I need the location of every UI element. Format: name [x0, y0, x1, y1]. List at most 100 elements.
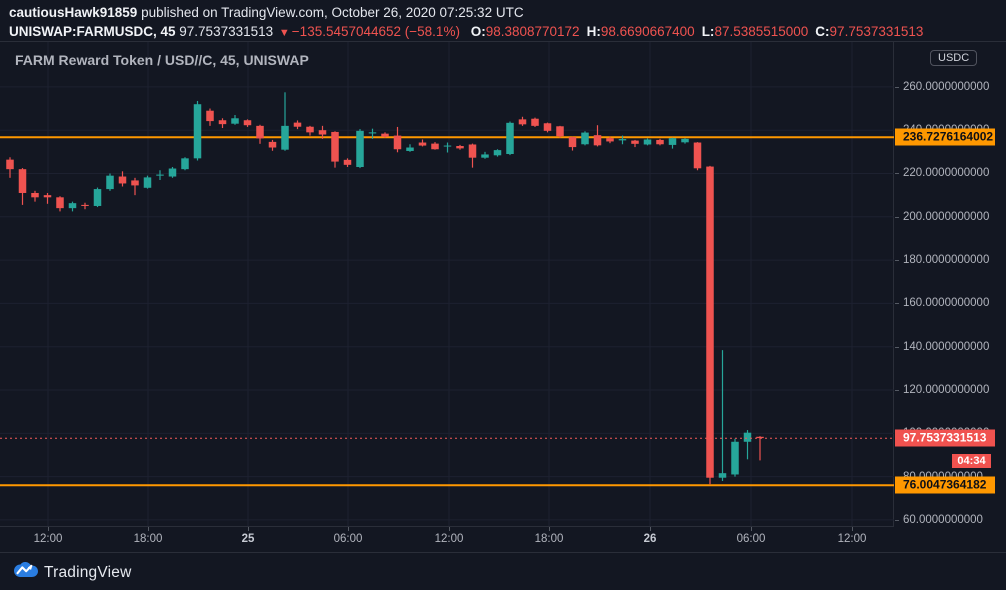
candle-body — [493, 150, 502, 156]
candle-body — [506, 122, 514, 155]
candle-body — [718, 473, 727, 478]
close-label: C: — [815, 24, 830, 39]
candle-body — [56, 197, 64, 209]
time-tick-mark — [449, 527, 450, 531]
low-value: 87.5385515000 — [714, 24, 809, 39]
candle-body — [193, 104, 202, 159]
candle-body — [281, 125, 289, 150]
time-axis[interactable]: 12:00 18:00 25 06:00 12:00 18:00 26 06:00 12:00 — [0, 526, 894, 552]
candle-body — [331, 131, 339, 162]
price-level-label-upper: 236.7276164002 — [895, 128, 995, 146]
bar-countdown: 04:34 — [952, 454, 991, 469]
candle-body — [606, 138, 614, 142]
time-tick-label: 18:00 — [534, 533, 564, 545]
candle-body — [681, 138, 689, 143]
tradingview-logo-icon[interactable] — [13, 560, 39, 584]
down-triangle-icon: ▼ — [278, 27, 290, 39]
candle-body — [618, 139, 627, 141]
price-tick-label: 200.0000000000 — [895, 211, 1006, 223]
author-name: cautiousHawk91859 — [9, 5, 138, 20]
candle-body — [531, 118, 539, 126]
candle-body — [256, 125, 264, 139]
candle-body — [456, 145, 464, 149]
price-level-lines[interactable] — [0, 136, 894, 487]
symbol-last-price: 97.7537331513 — [179, 24, 274, 39]
time-tick-mark — [148, 527, 149, 531]
candles — [6, 92, 764, 485]
close-value: 97.7537331513 — [829, 24, 924, 39]
candle-body — [43, 195, 52, 198]
price-tick-label: 160.0000000000 — [895, 297, 1006, 309]
currency-button[interactable]: USDC — [930, 50, 978, 66]
candle-body — [6, 159, 14, 170]
candle-body — [381, 133, 389, 137]
candle-body — [668, 138, 677, 145]
time-tick-label: 12:00 — [33, 533, 63, 545]
candle-body — [706, 166, 714, 478]
header: cautiousHawk91859 published on TradingVi… — [0, 0, 1006, 42]
candle-body — [756, 436, 764, 439]
candle-body — [243, 120, 252, 126]
candle-body — [643, 139, 652, 145]
footer: TradingView — [0, 552, 1006, 590]
candle-body — [731, 441, 739, 475]
time-tick-mark — [348, 527, 349, 531]
candle-body — [431, 143, 439, 150]
candle-body — [318, 130, 327, 135]
candle-body — [118, 176, 127, 184]
candle-body — [156, 174, 164, 176]
candle-body — [568, 137, 577, 148]
candle-body — [18, 169, 27, 193]
candle-body — [231, 118, 239, 124]
candle-body — [93, 189, 102, 206]
candle-body — [31, 192, 39, 198]
time-tick-label: 12:00 — [434, 533, 464, 545]
time-tick-mark — [650, 527, 651, 531]
candle-body — [418, 142, 427, 146]
candle-body — [143, 177, 152, 188]
candle-body — [168, 168, 177, 177]
candle-body — [743, 432, 752, 442]
candle-body — [593, 135, 602, 146]
price-level-label-lower: 76.0047364182 — [895, 476, 995, 494]
chart-legend[interactable]: FARM Reward Token / USD//C, 45, UNISWAP — [15, 52, 309, 68]
candle-body — [306, 126, 314, 133]
candle-body — [393, 135, 402, 150]
last-price-label: 97.7537331513 — [895, 429, 995, 447]
candle-body — [406, 147, 414, 151]
time-tick-label: 26 — [643, 533, 657, 545]
symbol-interval: UNISWAP:FARMUSDC, 45 — [9, 24, 176, 39]
price-tick-label: 140.0000000000 — [895, 341, 1006, 353]
time-tick-label: 18:00 — [133, 533, 163, 545]
candle-body — [218, 120, 227, 125]
candle-body — [293, 122, 302, 127]
price-tick-label: 60.0000000000 — [895, 514, 1006, 526]
candlestick-chart[interactable] — [0, 42, 894, 526]
candle-body — [468, 144, 477, 158]
candle-body — [68, 203, 77, 209]
candle-body — [343, 159, 352, 165]
chart-pane[interactable]: FARM Reward Token / USD//C, 45, UNISWAP — [0, 42, 894, 526]
candle-body — [81, 204, 89, 206]
price-axis[interactable]: USDC 236.7276164002 97.7537331513 04:34 … — [895, 42, 1006, 552]
publish-info: published on TradingView.com, October 26… — [137, 5, 524, 20]
candle-body — [543, 123, 552, 131]
candle-body — [443, 145, 452, 147]
brand-name[interactable]: TradingView — [44, 564, 132, 581]
candle-body — [206, 110, 214, 122]
candle-body — [631, 140, 639, 144]
candle-body — [181, 158, 189, 170]
time-tick-label: 06:00 — [736, 533, 766, 545]
time-tick-mark — [852, 527, 853, 531]
price-tick-label: 180.0000000000 — [895, 254, 1006, 266]
candle-body — [693, 142, 702, 169]
price-tick-label: 220.0000000000 — [895, 167, 1006, 179]
open-value: 98.3808770172 — [485, 24, 580, 39]
price-change: −135.5457044652 (−58.1%) — [291, 24, 460, 39]
publish-info-line: cautiousHawk91859 published on TradingVi… — [9, 3, 1006, 22]
low-label: L: — [701, 24, 715, 39]
time-tick-label: 06:00 — [333, 533, 363, 545]
candle-body — [268, 141, 277, 148]
candle-body — [556, 126, 564, 137]
